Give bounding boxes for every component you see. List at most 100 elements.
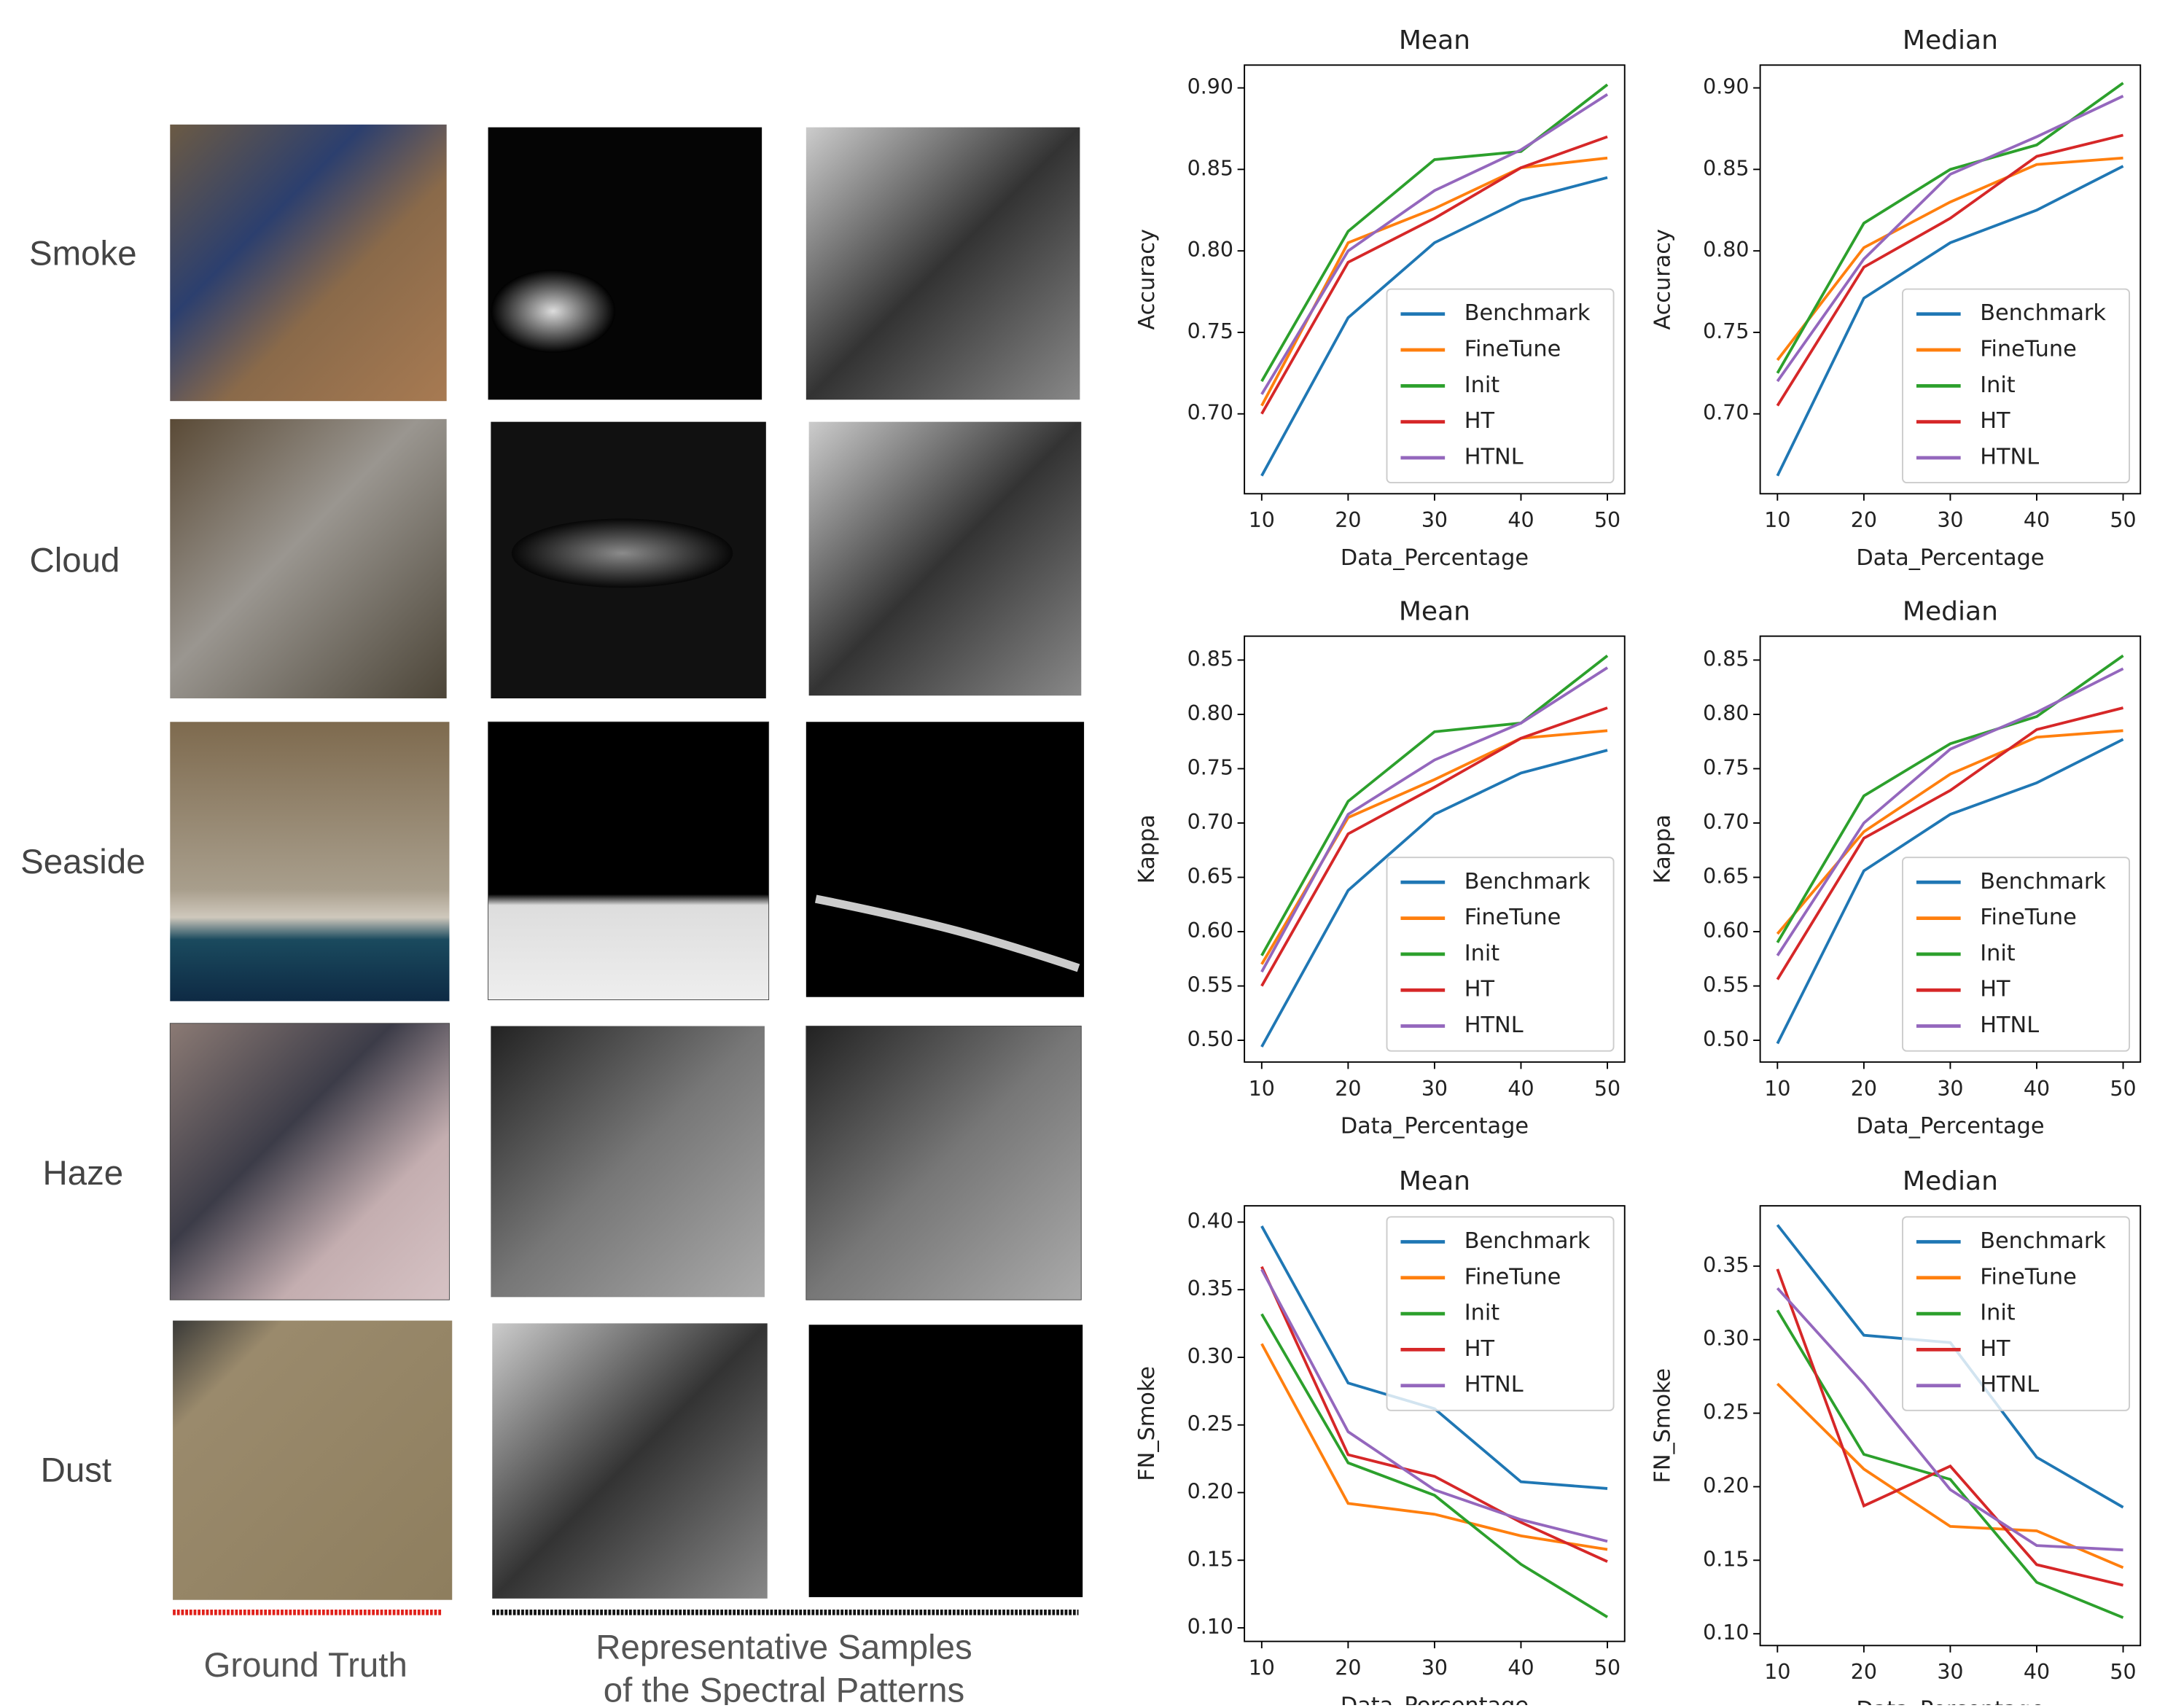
chart-title: Mean <box>1399 26 1470 55</box>
image-grid: Smoke Cloud Seaside Haze Dust Ground Tru… <box>20 125 1084 1705</box>
y-tick-label: 0.15 <box>1703 1547 1749 1571</box>
image <box>170 1023 449 1300</box>
y-tick-label: 0.85 <box>1703 647 1749 671</box>
y-tick-label: 0.55 <box>1187 973 1233 997</box>
x-axis-label: Data_Percentage <box>1856 1697 2044 1705</box>
chart-title: Median <box>1903 26 1998 55</box>
y-axis-label: Accuracy <box>1650 229 1675 330</box>
x-tick-label: 10 <box>1764 1077 1790 1101</box>
chart: Median10203040500.500.550.600.650.700.75… <box>1650 596 2140 1139</box>
y-tick-label: 0.35 <box>1187 1276 1233 1301</box>
y-tick-label: 0.25 <box>1703 1400 1749 1424</box>
x-axis-label: Data_Percentage <box>1341 1693 1529 1705</box>
image <box>491 1026 765 1298</box>
y-axis-label: FN_Smoke <box>1134 1366 1160 1481</box>
y-tick-label: 0.80 <box>1187 238 1233 262</box>
row-label: Haze <box>42 1154 123 1193</box>
y-tick-label: 0.75 <box>1187 319 1233 343</box>
legend-label: HT <box>1980 977 2010 1002</box>
y-tick-label: 0.80 <box>1187 701 1233 725</box>
legend-label: Init <box>1464 940 1500 966</box>
legend-label: Benchmark <box>1980 869 2106 894</box>
y-tick-label: 0.90 <box>1703 75 1749 99</box>
x-tick-label: 30 <box>1421 508 1448 532</box>
y-tick-label: 0.10 <box>1703 1621 1749 1645</box>
row-label: Smoke <box>29 235 137 273</box>
image <box>806 1026 1081 1301</box>
legend-label: HTNL <box>1980 444 2039 469</box>
y-tick-label: 0.50 <box>1187 1027 1233 1051</box>
caption: Ground Truth <box>204 1646 407 1685</box>
chart: Median10203040500.700.750.800.850.90Data… <box>1650 26 2140 571</box>
legend: Benchmark FineTune Init HT HTNL <box>1386 289 1613 483</box>
x-tick-label: 20 <box>1335 1077 1361 1101</box>
y-tick-label: 0.90 <box>1187 75 1233 99</box>
legend-label: FineTune <box>1980 337 2077 362</box>
x-axis-label: Data_Percentage <box>1341 1114 1529 1139</box>
legend-label: Benchmark <box>1464 300 1591 326</box>
legend-label: Benchmark <box>1464 869 1591 894</box>
y-axis-label: Accuracy <box>1134 229 1160 330</box>
y-tick-label: 0.25 <box>1187 1412 1233 1436</box>
image-detail <box>512 518 733 588</box>
legend-label: FineTune <box>1464 1264 1561 1290</box>
legend-label: FineTune <box>1464 337 1561 362</box>
y-tick-label: 0.60 <box>1703 919 1749 943</box>
legend-label: HTNL <box>1464 444 1524 469</box>
x-tick-label: 10 <box>1764 508 1790 532</box>
legend-label: FineTune <box>1980 905 2077 930</box>
x-tick-label: 50 <box>2110 1077 2136 1101</box>
y-axis-label: Kappa <box>1134 814 1160 884</box>
x-tick-label: 50 <box>2110 1660 2136 1684</box>
image <box>173 1321 452 1600</box>
y-tick-label: 0.15 <box>1187 1547 1233 1571</box>
legend-label: Benchmark <box>1464 1228 1591 1254</box>
x-tick-label: 20 <box>1335 508 1361 532</box>
x-tick-label: 40 <box>2024 508 2050 532</box>
y-tick-label: 0.50 <box>1703 1027 1749 1051</box>
chart: Median10203040500.100.150.200.250.300.35… <box>1650 1166 2140 1705</box>
x-tick-label: 40 <box>2024 1660 2050 1684</box>
x-tick-label: 10 <box>1249 1077 1275 1101</box>
x-tick-label: 20 <box>1851 508 1877 532</box>
legend-label: Init <box>1464 373 1500 398</box>
y-tick-label: 0.75 <box>1703 319 1749 343</box>
image <box>170 722 449 1001</box>
legend-label: HT <box>1980 1336 2010 1362</box>
x-tick-label: 50 <box>2110 508 2136 532</box>
y-axis-label: FN_Smoke <box>1650 1368 1675 1483</box>
x-tick-label: 30 <box>1421 1077 1448 1101</box>
image <box>806 128 1080 400</box>
legend-label: Init <box>1464 1301 1500 1326</box>
x-tick-label: 20 <box>1851 1660 1877 1684</box>
y-tick-label: 0.70 <box>1703 401 1749 425</box>
row-label: Dust <box>41 1451 112 1490</box>
x-tick-label: 30 <box>1421 1656 1448 1680</box>
image <box>492 1323 767 1598</box>
y-tick-label: 0.60 <box>1187 919 1233 943</box>
y-tick-label: 0.40 <box>1187 1209 1233 1233</box>
legend: BenchmarkFineTuneInitHTHTNL <box>1386 857 1613 1051</box>
page: {"figure": {"row_labels": ["Smoke", "Clo… <box>0 0 2157 1708</box>
y-tick-label: 0.85 <box>1187 156 1233 180</box>
legend-label: HTNL <box>1464 1013 1524 1038</box>
x-tick-label: 30 <box>1937 1660 1963 1684</box>
y-tick-label: 0.70 <box>1703 810 1749 834</box>
y-tick-label: 0.70 <box>1187 401 1233 425</box>
x-tick-label: 50 <box>1594 508 1620 532</box>
legend-label: Init <box>1980 1301 2016 1326</box>
x-tick-label: 20 <box>1851 1077 1877 1101</box>
legend-label: Init <box>1980 373 2016 398</box>
image <box>488 128 762 400</box>
legend-label: HT <box>1464 408 1495 434</box>
image-detail <box>491 270 615 353</box>
y-tick-label: 0.85 <box>1187 647 1233 671</box>
x-axis-label: Data_Percentage <box>1856 545 2044 571</box>
legend-label: HTNL <box>1980 1013 2039 1038</box>
legend-label: FineTune <box>1980 1264 2077 1290</box>
